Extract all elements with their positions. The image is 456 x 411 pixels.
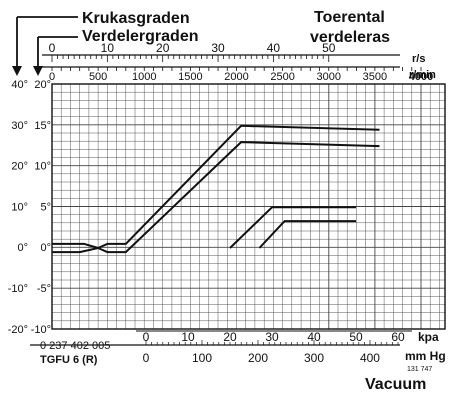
bottom-axis-1-unit: kpa	[418, 330, 439, 344]
rs-tick-label: 40	[267, 41, 281, 55]
doc-code: 131 747	[407, 366, 432, 373]
y-right-tick-label: -10°	[31, 324, 51, 336]
y-right-tick-label: 20°	[34, 79, 51, 91]
rpm-tick-label: 4000	[409, 71, 433, 83]
y-left-tick-label: -10°	[8, 283, 28, 295]
rpm-tick-label: 0	[49, 71, 55, 83]
y-right-tick-label: 10°	[34, 161, 51, 173]
advance-curve-3	[229, 206, 356, 249]
title-toerental: Toerental	[314, 9, 385, 26]
rpm-tick-label: 500	[89, 71, 107, 83]
rpm-tick-label: 1500	[178, 71, 202, 83]
y-left-tick-label: 0°	[17, 242, 28, 254]
advance-curves	[52, 124, 380, 254]
plot-frame	[51, 83, 446, 330]
y-left-tick-label: 30°	[11, 120, 28, 132]
rs-tick-label: 0	[49, 41, 56, 55]
title-verdelergraden: Verdelergraden	[82, 28, 199, 45]
bottom-axes: 0 10 20 30 40 50 60 0 100 200 300 400	[30, 330, 412, 365]
kpa-tick-label: 60	[391, 330, 405, 344]
advance-curve-1	[52, 124, 380, 249]
mmhg-tick-label: 300	[304, 351, 324, 365]
rpm-tick-label: 1000	[132, 71, 156, 83]
bottom-axis-2-unit: mm Hg	[405, 349, 446, 363]
y-right-tick-label: -5°	[37, 283, 51, 295]
kpa-tick-label: 0	[143, 330, 150, 344]
mmhg-tick-label: 400	[360, 351, 380, 365]
advance-curve-4	[258, 220, 356, 249]
top-axis-2-unit: r/min	[409, 69, 436, 81]
rs-tick-label: 30	[211, 41, 225, 55]
title-verdeleras: verdeleras	[310, 29, 390, 46]
rs-tick-label: 20	[156, 41, 170, 55]
rpm-tick-label: 2500	[270, 71, 294, 83]
rpm-tick-label: 3500	[363, 71, 387, 83]
kpa-tick-label: 20	[223, 330, 237, 344]
y-right-tick-label: 15°	[34, 120, 51, 132]
kpa-tick-label: 10	[181, 330, 195, 344]
kpa-tick-label: 50	[349, 330, 363, 344]
mmhg-tick-label: 0	[143, 351, 150, 365]
mmhg-tick-label: 100	[192, 351, 212, 365]
model-label: TGFU 6 (R)	[40, 354, 98, 366]
y-axis-right: 20° 15° 10° 5° 0° -5° -10°	[31, 79, 51, 336]
y-left-tick-label: 20°	[11, 161, 28, 173]
y-left-tick-label: 10°	[11, 201, 28, 213]
y-left-tick-label: 40°	[11, 79, 28, 91]
mmhg-tick-label: 200	[248, 351, 268, 365]
vacuum-label: Vacuum	[365, 376, 426, 393]
title-krukasgraden: Krukasgraden	[82, 10, 190, 27]
y-right-tick-label: 5°	[40, 201, 51, 213]
chart-grid	[51, 83, 446, 330]
top-axis-1-unit: r/s	[412, 53, 425, 65]
y-left-tick-label: -20°	[8, 324, 28, 336]
advance-curve-2	[52, 141, 380, 254]
kpa-tick-label: 30	[265, 330, 279, 344]
rs-tick-label: 50	[322, 41, 336, 55]
krukas-arrow	[12, 16, 78, 76]
top-axes: 0 10 20 30 40 500 500 1000 1500 2000 2500 3000 3500 4…	[42, 41, 433, 83]
y-right-tick-label: 0°	[40, 242, 51, 254]
y-axis-left: 40° 30° 20° 10° 0° -10° -20°	[8, 79, 28, 336]
rpm-tick-label: 3000	[317, 71, 341, 83]
verdeler-arrow	[33, 36, 78, 76]
rpm-tick-label: 2000	[224, 71, 248, 83]
part-number: 0 237 402 005	[40, 340, 110, 352]
kpa-tick-label: 40	[307, 330, 321, 344]
rs-tick-label: 10	[101, 41, 115, 55]
